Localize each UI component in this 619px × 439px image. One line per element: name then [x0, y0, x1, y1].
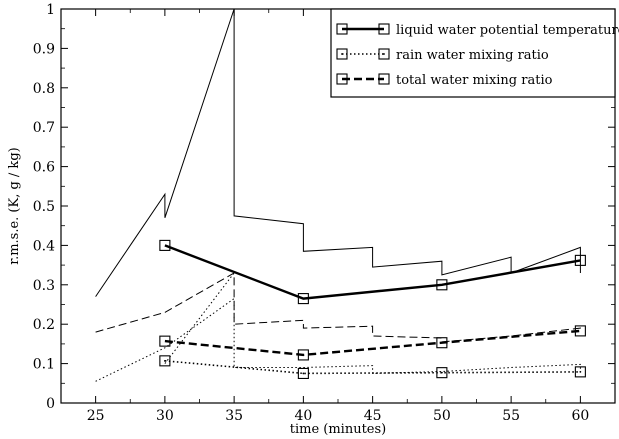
y-tick-label-1: 0.1: [33, 357, 55, 373]
series-1-point-dot-1: [302, 372, 305, 375]
legend-marker-dot-1-0: [341, 53, 343, 55]
series-2-point-2: [436, 337, 448, 349]
background-trace-0: [95, 8, 581, 297]
x-tick-label-6: 55: [502, 408, 520, 424]
x-tick-label-7: 60: [571, 408, 589, 424]
y-tick-label-10: 1: [46, 2, 55, 18]
y-tick-label-3: 0.3: [33, 278, 55, 294]
legend-box: [330, 8, 616, 98]
legend-marker-dot-1-1: [383, 53, 385, 55]
y-tick-label-4: 0.4: [33, 238, 55, 254]
legend-label-1: rain water mixing ratio: [396, 48, 549, 63]
y-tick-label-0: 0: [46, 396, 55, 412]
legend: liquid water potential temperature rain w…: [330, 8, 619, 98]
series-1-point-2: [436, 367, 448, 379]
x-tick-label-2: 35: [225, 408, 243, 424]
series-1-point-3: [574, 366, 586, 378]
series-markers: [159, 239, 586, 380]
legend-label-2: total water mixing ratio: [396, 73, 553, 88]
y-tick-label-2: 0.2: [33, 317, 55, 333]
legend-marker-0-1: [378, 23, 390, 35]
series-0-point-2: [436, 279, 448, 291]
series-line-1: [164, 360, 581, 375]
x-tick-label-4: 45: [364, 408, 382, 424]
legend-marker-2-0: [336, 73, 348, 85]
series-2-point-1: [297, 349, 309, 361]
series-line-2: [164, 329, 581, 357]
series-1-point-0: [159, 355, 171, 367]
background-trace-3: [164, 272, 235, 364]
background-trace-1: [95, 272, 581, 343]
series-0-point-1: [297, 293, 309, 305]
series-1-point-dot-3: [579, 370, 582, 373]
x-tick-label-3: 40: [294, 408, 312, 424]
legend-marker-2-1: [378, 73, 390, 85]
series-0-point-3: [574, 254, 586, 266]
y-tick-label-5: 0.5: [33, 199, 55, 215]
y-axis-label: r.m.s.e. (K, g / kg): [7, 147, 22, 264]
series-0-point-0: [159, 239, 171, 251]
series-2-point-3: [574, 325, 586, 337]
x-tick-label-0: 25: [87, 408, 105, 424]
legend-marker-0-0: [336, 23, 348, 35]
legend-marker-1-0: [336, 48, 348, 60]
axis-ticks: 25 30 35 40 45 50 55 60 0 0.1 0.2 0.3 0.4 0.5 0.6 0.7 0.…: [33, 2, 615, 424]
legend-marker-1-1: [378, 48, 390, 60]
series-1-point-1: [297, 367, 309, 380]
series-lines: [164, 244, 581, 375]
x-axis-label: time (minutes): [290, 422, 387, 437]
x-tick-label-1: 30: [156, 408, 174, 424]
series-line-0: [164, 244, 581, 300]
y-tick-label-7: 0.7: [33, 120, 55, 136]
y-tick-label-9: 0.9: [33, 41, 55, 57]
legend-label-0: liquid water potential temperature: [396, 23, 619, 38]
x-tick-label-5: 50: [433, 408, 451, 424]
series-1-point-dot-2: [440, 371, 443, 374]
series-1-point-dot-0: [163, 359, 166, 362]
y-tick-label-6: 0.6: [33, 160, 55, 176]
y-tick-label-8: 0.8: [33, 81, 55, 97]
series-2-point-0: [159, 335, 171, 347]
background-trace-2: [95, 297, 581, 382]
